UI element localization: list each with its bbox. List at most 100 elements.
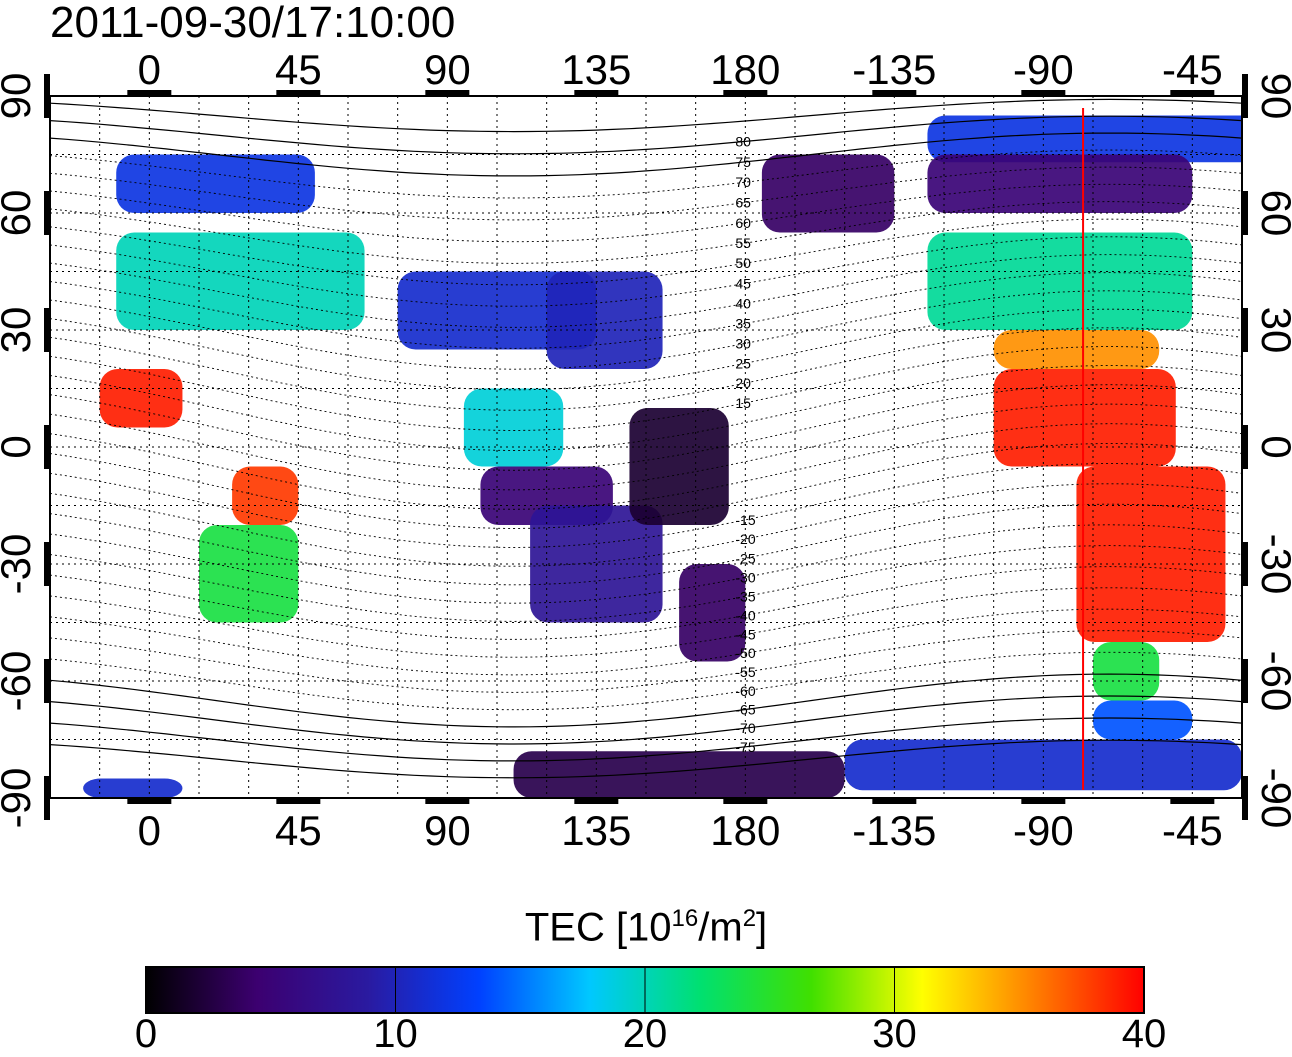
colorbar-tick-label: 20 [622,1012,668,1056]
contour-line [50,717,1242,762]
axis-tick [1170,798,1215,804]
tec-region-gulf [993,330,1160,369]
colorbar-title-unit: /m [698,905,743,950]
lat-tick-label-left: 60 [0,190,39,237]
axis-tick [44,542,50,586]
lon-tick-label-bottom: -135 [852,807,936,854]
axis-tick [1242,74,1248,118]
axis-tick [127,798,172,804]
axis-tick [1021,90,1066,96]
contour-label: -75 [735,739,755,755]
axis-tick [1242,191,1248,235]
axis-tick [1242,308,1248,352]
contour-label: 50 [735,255,751,271]
contour-line [50,308,1242,391]
tec-region-usa [927,232,1193,330]
tec-region-antarctica-w [844,739,1242,791]
colorbar-title-prefix: TEC [10 [524,905,672,950]
lon-tick-label-top: -45 [1162,46,1223,93]
lat-tick-label-left: -30 [0,534,39,595]
contour-label: 30 [735,335,751,351]
contour-label: -15 [735,512,755,528]
lon-tick-label-bottom: 90 [424,807,471,854]
tec-map: 8075706560555045403530252015-15-20-25-30… [0,46,1292,854]
tec-region-canada [927,154,1193,213]
axis-tick [44,659,50,703]
tec-region-arctic-na [927,115,1242,163]
lon-tick-label-top: 135 [561,46,631,93]
colorbar-tick-label: 0 [134,1012,158,1056]
tec-region-se-asia [463,388,564,467]
axis-tick [127,90,172,96]
lon-tick-label-bottom: -45 [1162,807,1223,854]
axis-tick [44,74,50,118]
colorbar-tick-label: 10 [373,1012,418,1056]
axis-tick [872,90,917,96]
contour-label: 15 [735,395,751,411]
tec-region-east-asia [546,271,663,369]
contour-label: 65 [735,195,751,211]
colorbar-title: TEC [1016/m2] [0,905,1292,950]
tec-region-n-africa [99,369,183,428]
contour-label: -45 [735,626,755,642]
axis-tick [723,90,768,96]
axis-tick [44,191,50,235]
contour-label: -40 [735,607,755,623]
axis-tick [1021,798,1066,804]
lat-tick-label-right: -90 [1253,768,1292,829]
contour-label: 40 [735,295,751,311]
contour-label: 80 [735,133,751,149]
contour-line [50,132,1242,177]
lat-tick-label-right: 30 [1253,307,1292,354]
contour-label: -70 [735,720,755,736]
contour-label: 35 [735,315,751,331]
contour-label: 25 [735,355,751,371]
contour-line [50,524,1242,604]
contour-label: 55 [735,235,751,251]
lon-tick-label-top: 45 [275,46,322,93]
lon-tick-label-top: -135 [852,46,936,93]
tec-region-pacific [629,408,729,525]
lon-tick-label-bottom: 45 [275,807,322,854]
contour-label: 20 [735,375,751,391]
tec-region-antarctica-far-w [83,778,183,798]
contour-line [50,503,1242,586]
contour-label: -20 [735,531,755,547]
axis-tick [276,90,321,96]
lat-tick-label-left: -60 [0,651,39,712]
contour-label: 60 [735,215,751,231]
axis-tick [723,798,768,804]
tec-region-s-america [1076,466,1226,642]
lat-tick-label-right: 60 [1253,190,1292,237]
axis-tick [276,798,321,804]
axis-tick [425,90,470,96]
contour-label: 70 [735,174,751,190]
tec-region-n-pacific-alaska [761,154,895,233]
lat-tick-label-left: -90 [0,768,39,829]
axis-tick [574,90,619,96]
colorbar-title-suffix: ] [756,905,768,950]
colorbar-title-unit-exponent: 2 [742,905,757,932]
colorbar-tick-label: 40 [1121,1012,1167,1056]
contour-line [50,201,1242,264]
contour-line [50,290,1242,370]
tec-region-europe [116,232,365,330]
lon-tick-label-bottom: 180 [710,807,780,854]
lat-tick-label-right: 90 [1253,73,1292,120]
colorbar-title-exponent: 16 [671,905,699,932]
axis-tick [425,798,470,804]
lon-tick-label-bottom: -90 [1013,807,1074,854]
colorbar [145,966,1145,1014]
lat-tick-label-right: 0 [1253,435,1292,458]
axis-tick [1170,90,1215,96]
colorbar-tick-label: 30 [872,1012,917,1056]
lon-tick-label-top: -90 [1013,46,1074,93]
contour-label: -50 [735,645,755,661]
lat-tick-label-right: -60 [1253,651,1292,712]
contour-line [50,272,1242,349]
axis-tick [1242,776,1248,820]
lat-tick-label-left: 90 [0,73,39,120]
lat-tick-label-left: 30 [0,307,39,354]
axis-tick [1242,659,1248,703]
axis-tick [44,308,50,352]
